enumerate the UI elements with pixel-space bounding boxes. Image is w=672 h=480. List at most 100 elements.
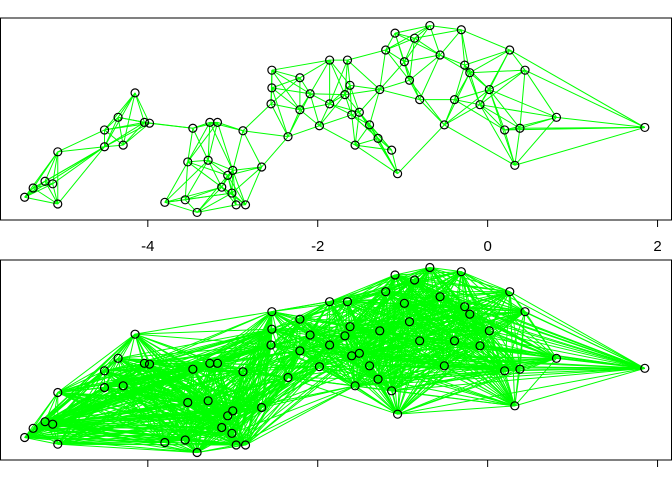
node	[449, 95, 460, 105]
node	[283, 132, 293, 142]
edge	[351, 311, 526, 357]
edge	[347, 59, 381, 90]
edge	[299, 318, 392, 392]
edge	[319, 94, 346, 127]
edge	[261, 311, 273, 408]
edge	[104, 122, 150, 148]
edge	[57, 443, 246, 446]
edge	[347, 49, 386, 61]
edge	[309, 59, 331, 95]
edge	[514, 367, 645, 407]
edge	[439, 296, 645, 369]
edge	[287, 125, 320, 138]
edge	[419, 340, 645, 369]
edge	[231, 166, 262, 194]
edge	[232, 311, 273, 412]
edge	[404, 302, 557, 359]
edge	[488, 89, 516, 166]
edge	[57, 362, 211, 445]
edge	[104, 328, 272, 372]
edge	[242, 103, 272, 132]
edge	[514, 126, 645, 166]
edge	[122, 362, 145, 387]
edge	[185, 192, 233, 201]
edge	[216, 363, 223, 428]
edge	[24, 196, 58, 205]
edge	[209, 122, 234, 171]
edge	[329, 103, 360, 113]
edge	[235, 311, 273, 446]
edge	[117, 357, 233, 412]
edge	[329, 344, 356, 387]
node	[505, 287, 515, 297]
edge	[461, 29, 510, 51]
edge	[397, 367, 645, 415]
edge	[355, 367, 645, 387]
edge	[414, 279, 505, 372]
edge	[235, 371, 244, 446]
edge	[379, 291, 510, 332]
node	[118, 140, 128, 150]
edge	[409, 321, 645, 369]
edge	[556, 116, 645, 128]
edge	[429, 267, 516, 407]
edge	[232, 170, 246, 206]
edge	[460, 29, 466, 66]
node	[551, 112, 562, 122]
edge	[52, 423, 198, 453]
edge	[57, 370, 105, 445]
edge	[429, 25, 462, 31]
node	[192, 207, 202, 218]
node	[231, 200, 241, 210]
edge	[187, 122, 218, 163]
edge	[104, 333, 136, 372]
edge	[235, 385, 356, 446]
edge	[57, 357, 119, 393]
edge	[207, 363, 211, 401]
node	[425, 262, 435, 273]
node	[28, 423, 38, 433]
node	[48, 419, 58, 429]
edge	[354, 144, 398, 175]
edge	[358, 112, 399, 174]
edge	[344, 89, 380, 96]
node	[375, 326, 385, 336]
edge	[299, 318, 360, 354]
edge	[394, 32, 415, 39]
edge	[287, 319, 301, 378]
edge	[444, 104, 481, 126]
edge	[232, 377, 289, 412]
edge	[519, 70, 526, 129]
node	[342, 55, 353, 65]
edge	[164, 186, 222, 203]
edge	[187, 122, 211, 163]
node	[439, 120, 449, 130]
node	[475, 100, 485, 110]
node	[392, 169, 403, 179]
edge	[379, 330, 505, 372]
edge	[245, 166, 263, 206]
edge	[143, 363, 186, 441]
node	[188, 123, 198, 133]
edge	[489, 330, 645, 369]
edge	[319, 125, 356, 146]
node	[551, 353, 562, 363]
edge	[351, 355, 645, 369]
node	[515, 123, 525, 133]
edge	[52, 333, 136, 425]
edge	[271, 87, 311, 95]
edge	[122, 92, 136, 146]
node	[305, 89, 315, 99]
node	[257, 402, 267, 413]
edge	[242, 371, 247, 446]
edge	[164, 442, 198, 453]
edge	[414, 279, 510, 293]
node	[99, 142, 110, 152]
node	[257, 162, 267, 172]
node	[238, 367, 248, 377]
edge	[57, 443, 198, 453]
edge	[419, 99, 445, 126]
edge	[397, 405, 515, 415]
edge	[122, 385, 166, 443]
